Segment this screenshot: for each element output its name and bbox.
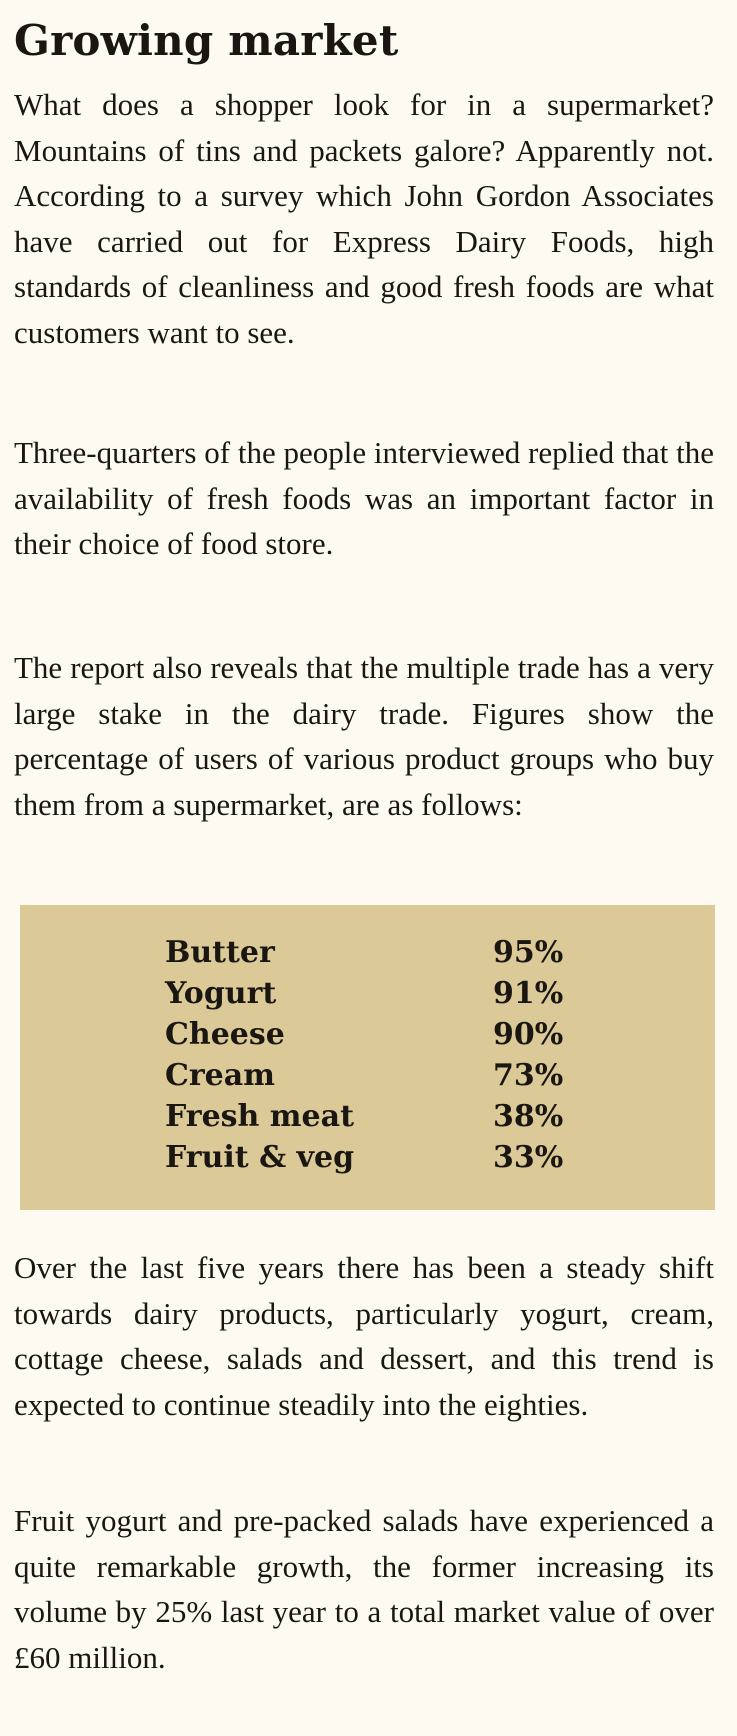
- product-share: 33%: [493, 1140, 564, 1175]
- product-name: Fruit & veg: [165, 1140, 355, 1175]
- paragraph-dairy-shift: Over the last five years there has been …: [14, 1250, 714, 1422]
- paragraph-fruit-yogurt: Fruit yogurt and pre-packed salads have …: [14, 1503, 714, 1675]
- product-share: 73%: [493, 1058, 564, 1093]
- paragraph-fresh-foods: Three-quarters of the people interviewed…: [14, 435, 714, 561]
- product-name: Fresh meat: [165, 1099, 354, 1134]
- paragraph-intro: What does a shopper look for in a superm…: [14, 87, 714, 350]
- product-name: Butter: [165, 935, 275, 970]
- table-row-fresh-meat: Fresh meat 38%: [20, 1094, 715, 1140]
- table-row-fruit-veg: Fruit & veg 33%: [20, 1135, 715, 1181]
- paragraph-report: The report also reveals that the multipl…: [14, 650, 714, 822]
- table-row-yogurt: Yogurt 91%: [20, 971, 715, 1017]
- product-name: Cheese: [165, 1017, 285, 1052]
- product-share: 95%: [493, 935, 564, 970]
- product-name: Yogurt: [165, 976, 277, 1011]
- table-row-cream: Cream 73%: [20, 1053, 715, 1099]
- product-name: Cream: [165, 1058, 275, 1093]
- product-share: 91%: [493, 976, 564, 1011]
- supermarket-share-table: Butter 95% Yogurt 91% Cheese 90% Cream 7…: [20, 905, 715, 1210]
- table-row-butter: Butter 95%: [20, 930, 715, 976]
- product-share: 38%: [493, 1099, 564, 1134]
- product-share: 90%: [493, 1017, 564, 1052]
- table-row-cheese: Cheese 90%: [20, 1012, 715, 1058]
- article-title: Growing market: [14, 16, 399, 65]
